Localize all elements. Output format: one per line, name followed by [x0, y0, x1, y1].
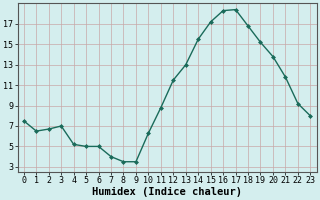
X-axis label: Humidex (Indice chaleur): Humidex (Indice chaleur) [92, 186, 242, 197]
